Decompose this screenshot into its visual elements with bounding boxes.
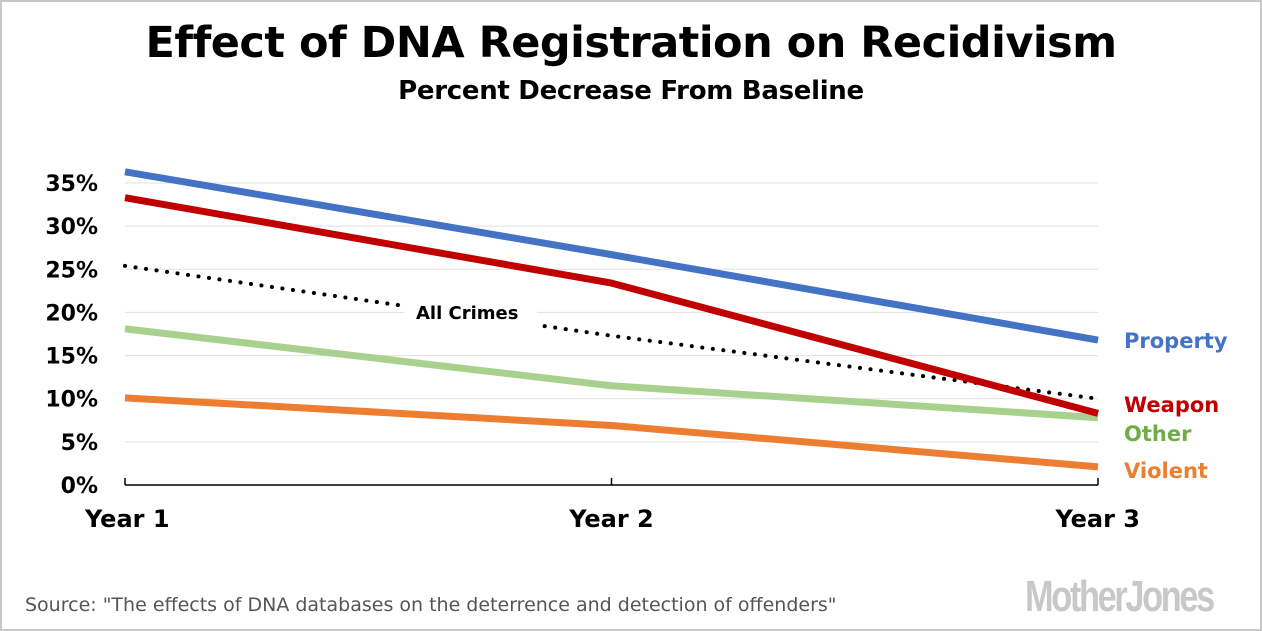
series-label-other: Other [1124, 422, 1192, 446]
y-axis-ticks: 0% 5% 10% 15% 20% 25% 30% 35% [45, 172, 98, 499]
annotation-background [404, 296, 537, 328]
annotation-all-crimes: All Crimes [416, 303, 518, 324]
x-tick-label: Year 1 [84, 505, 170, 533]
y-tick-label: 25% [45, 258, 98, 283]
y-tick-label: 5% [61, 431, 98, 456]
gridlines [125, 182, 1098, 443]
x-tick-label: Year 3 [1054, 505, 1140, 533]
series-label-weapon: Weapon [1124, 393, 1219, 417]
series-label-property: Property [1124, 329, 1228, 353]
publisher-logo: MotherJones [1025, 572, 1215, 621]
series-line-weapon [124, 194, 1099, 417]
series-line-property [124, 168, 1099, 344]
series-label-violent: Violent [1124, 459, 1208, 483]
annotations: All Crimes [404, 296, 537, 328]
y-tick-label: 35% [45, 172, 98, 197]
series-line-violent [124, 394, 1099, 471]
y-tick-label: 20% [45, 301, 98, 326]
x-tick-label: Year 2 [568, 505, 654, 533]
chart-title: Effect of DNA Registration on Recidivism [145, 18, 1117, 68]
x-axis-ticks: Year 1 Year 2 Year 3 [84, 478, 1140, 533]
chart-subtitle: Percent Decrease From Baseline [398, 76, 864, 106]
source-note: Source: "The effects of DNA databases on… [25, 594, 837, 616]
y-tick-label: 0% [61, 474, 98, 499]
series-line-other [124, 325, 1099, 422]
y-tick-label: 30% [45, 215, 98, 240]
y-tick-label: 15% [45, 345, 98, 370]
series-lines [123, 168, 1100, 471]
y-tick-label: 10% [45, 388, 98, 413]
series-labels: Property Weapon Other Violent [1124, 329, 1228, 483]
